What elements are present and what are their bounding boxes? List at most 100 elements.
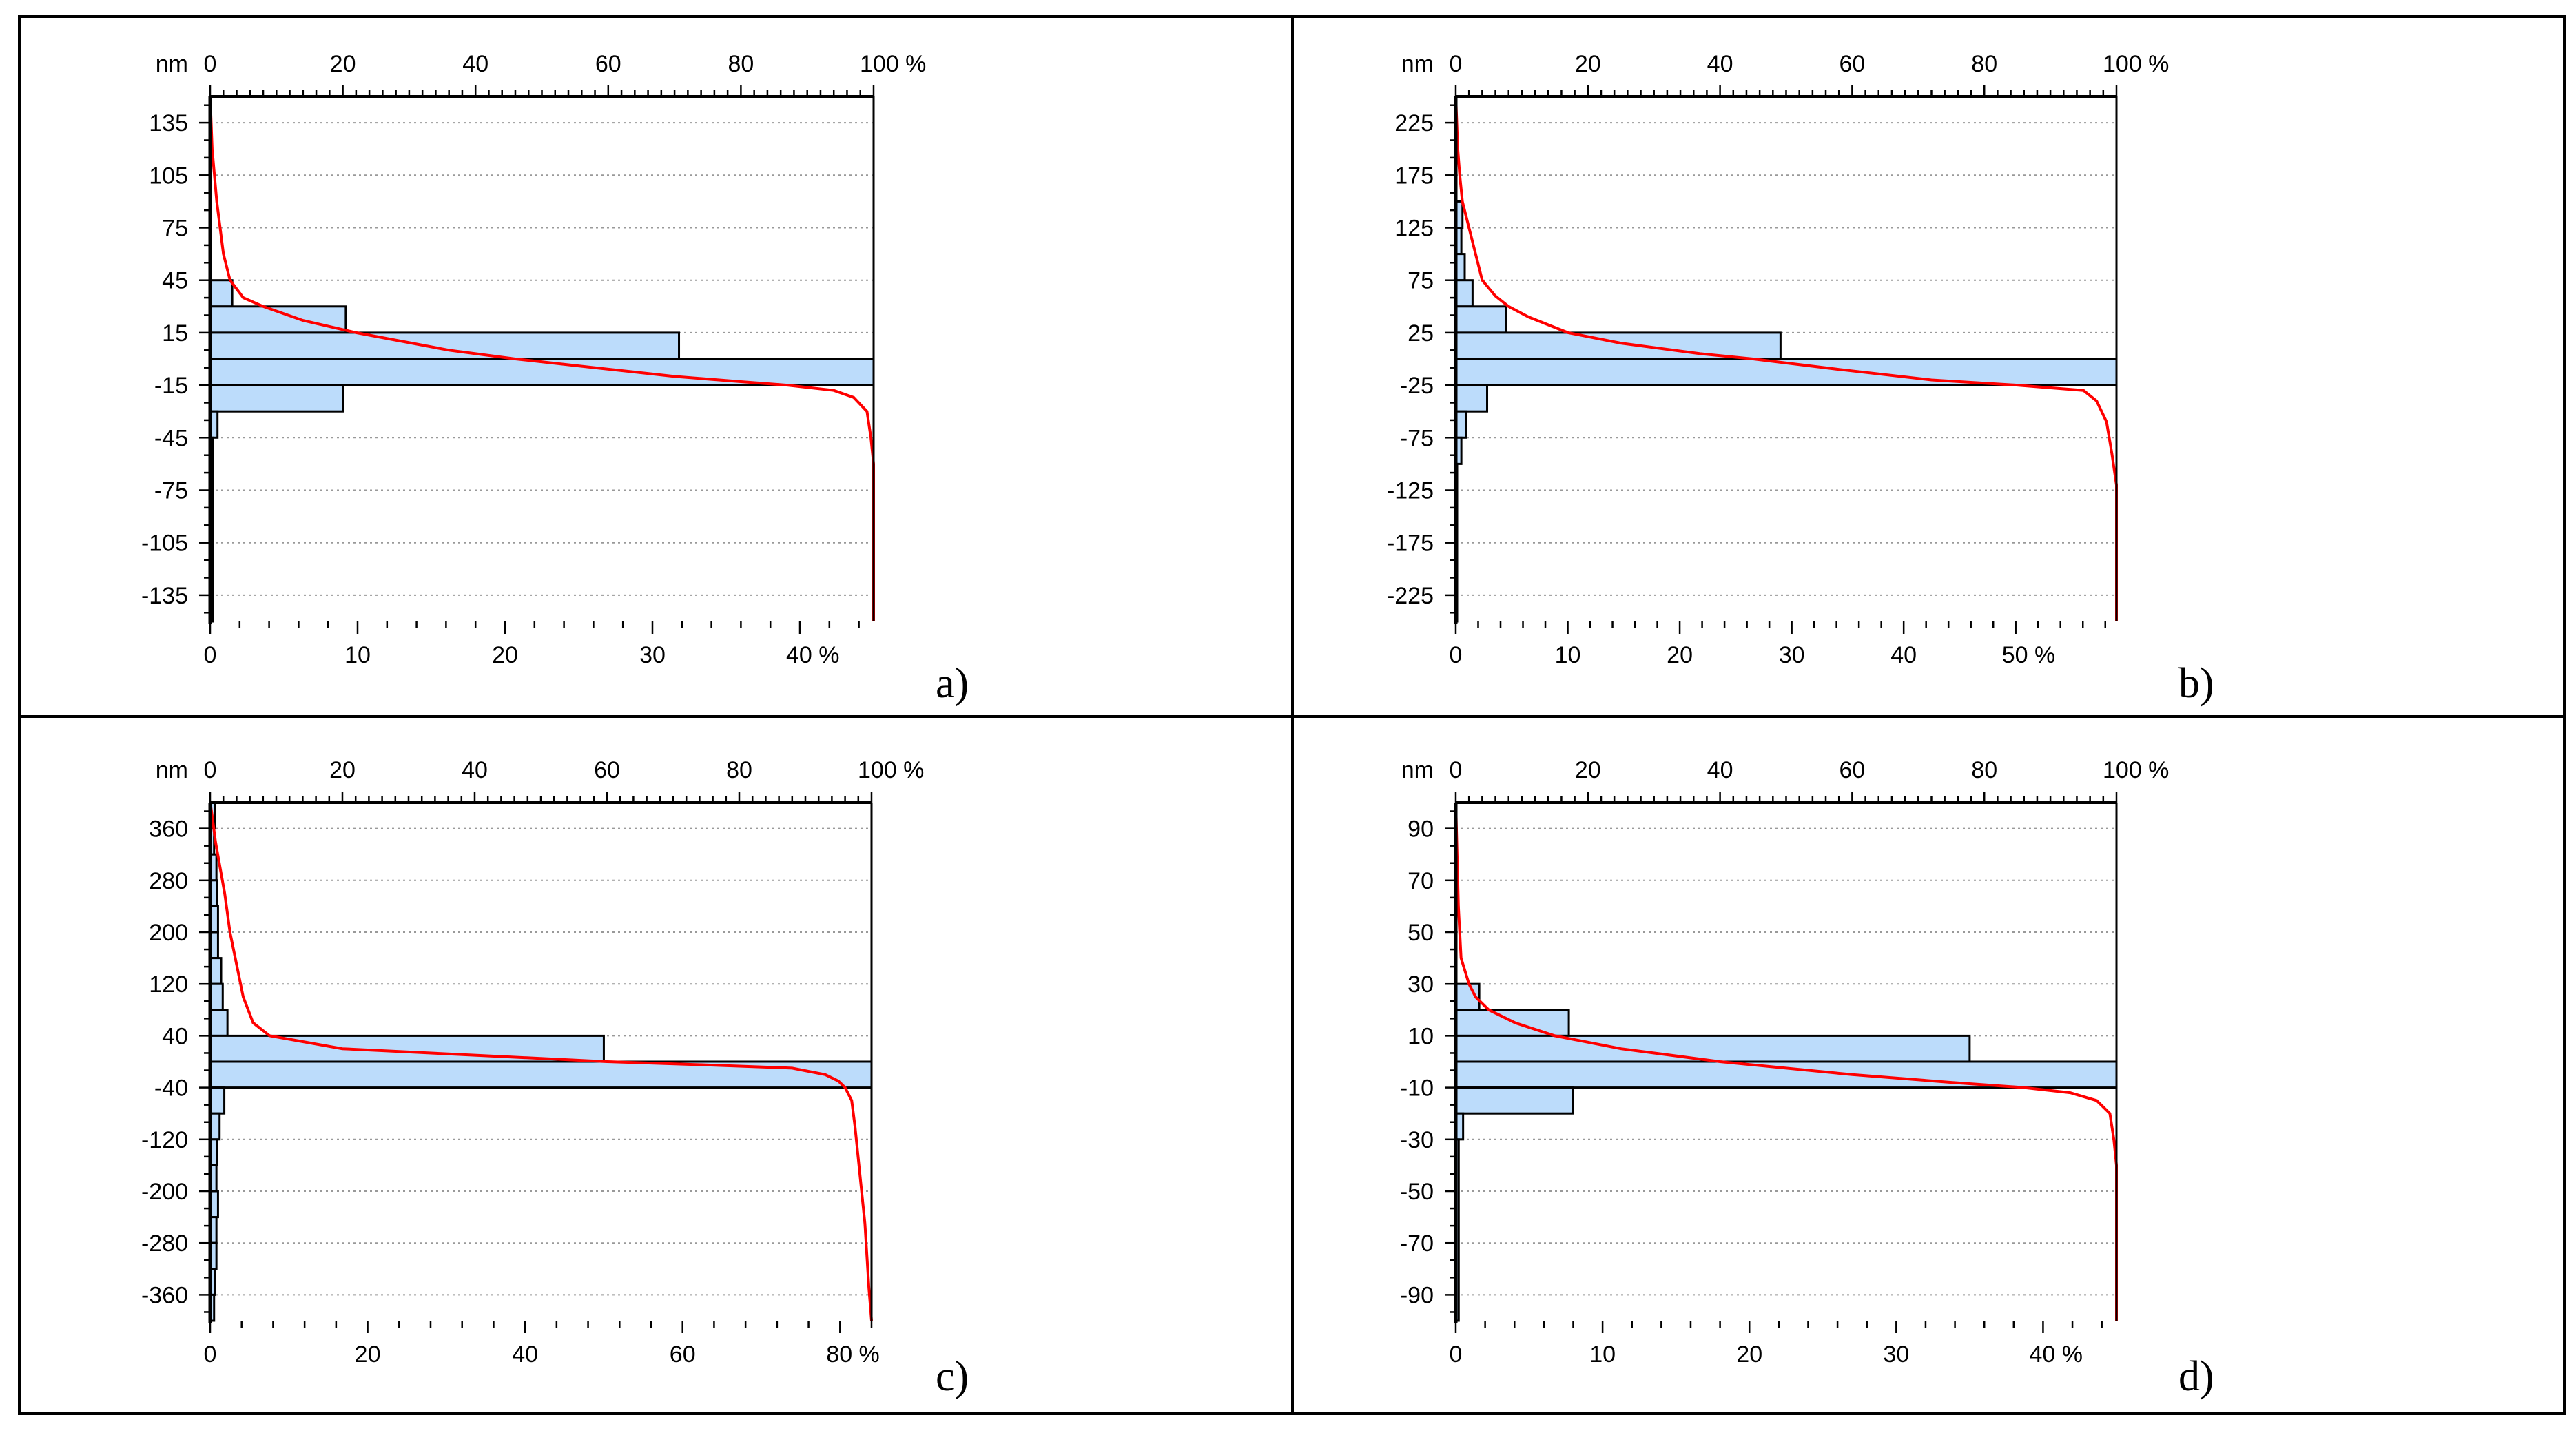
top-axis-tick-label: 20 bbox=[1575, 757, 1601, 783]
bottom-axis-tick-label: 40 % bbox=[2029, 1341, 2083, 1368]
top-axis-tick-label: 80 bbox=[728, 51, 754, 77]
top-axis-tick-label: 80 bbox=[1971, 757, 1997, 783]
histogram-bar bbox=[209, 1086, 226, 1115]
top-axis-tick-label: 80 bbox=[1971, 51, 1997, 77]
y-axis-tick-label: -40 bbox=[154, 1075, 188, 1102]
histogram-bar bbox=[209, 358, 875, 386]
top-axis-tick-label: 100 % bbox=[860, 51, 926, 77]
y-axis-tick-label: -10 bbox=[1400, 1075, 1434, 1102]
top-axis-tick-label: 0 bbox=[204, 757, 217, 783]
top-axis-tick-label: 0 bbox=[204, 51, 217, 77]
y-axis-tick-label: -120 bbox=[141, 1127, 188, 1153]
y-axis-tick-label: -50 bbox=[1400, 1179, 1434, 1205]
cumulative-curve bbox=[209, 96, 875, 621]
top-axis-tick-label: 20 bbox=[329, 757, 356, 783]
top-axis-tick-label: 0 bbox=[1450, 757, 1463, 783]
histogram-bar bbox=[1454, 305, 1507, 334]
panel-d: 0 20 40 60 80 100 % 0 10 20 30 40 % 90 70 50 30 10 -10 -3… bbox=[1400, 757, 2214, 1400]
histogram-bar bbox=[1454, 1034, 1971, 1063]
top-axis-tick-label: 60 bbox=[595, 51, 621, 77]
y-axis-tick-label: -125 bbox=[1387, 478, 1434, 504]
top-axis-tick-label: 20 bbox=[330, 51, 356, 77]
bottom-axis-tick-label: 0 bbox=[1450, 642, 1463, 668]
y-axis-tick-label: 30 bbox=[1408, 971, 1434, 998]
top-axis-tick-label: 100 % bbox=[2103, 51, 2169, 77]
top-axis-tick-label: 60 bbox=[1839, 757, 1865, 783]
y-axis-tick-label: 45 bbox=[162, 268, 188, 294]
panel-label: d) bbox=[2178, 1353, 2214, 1400]
y-axis-tick-label: 75 bbox=[162, 216, 188, 242]
top-axis-tick-label: 0 bbox=[1450, 51, 1463, 77]
y-axis-tick-label: 90 bbox=[1408, 816, 1434, 843]
top-axis-tick-label: 60 bbox=[1839, 51, 1865, 77]
y-axis-unit-label: nm bbox=[156, 757, 188, 783]
panel-b: 0 20 40 60 80 100 % 0 10 20 30 40 50 % 225 175 125 75 25… bbox=[1387, 51, 2214, 707]
top-axis-tick-label: 40 bbox=[462, 757, 488, 783]
top-axis-tick-label: 40 bbox=[1707, 51, 1733, 77]
bottom-axis-tick-label: 60 bbox=[670, 1341, 696, 1368]
top-axis-tick-label: 40 bbox=[1707, 757, 1733, 783]
histogram-bar bbox=[209, 982, 224, 1011]
histogram-bar bbox=[209, 1009, 229, 1037]
histogram-bar bbox=[209, 331, 681, 360]
y-axis-tick-label: 50 bbox=[1408, 920, 1434, 946]
y-axis-tick-label: -15 bbox=[154, 373, 188, 399]
histogram-bar bbox=[1454, 384, 1489, 413]
top-axis-tick-label: 100 % bbox=[2103, 757, 2169, 783]
cumulative-curve bbox=[1454, 802, 2118, 1321]
top-axis-tick-label: 60 bbox=[594, 757, 620, 783]
y-axis-tick-label: -70 bbox=[1400, 1230, 1434, 1257]
figure-frame bbox=[18, 15, 2566, 1415]
y-axis-tick-label: -75 bbox=[154, 478, 188, 504]
bottom-axis-tick-label: 20 bbox=[1736, 1341, 1762, 1368]
panel-label: b) bbox=[2178, 660, 2214, 707]
y-axis-tick-label: -280 bbox=[141, 1230, 188, 1257]
panel-label: c) bbox=[936, 1353, 969, 1400]
y-axis-tick-label: 120 bbox=[149, 971, 188, 998]
histogram-bar bbox=[1454, 279, 1474, 308]
top-axis-tick-label: 100 % bbox=[858, 757, 924, 783]
bottom-axis-tick-label: 40 bbox=[512, 1341, 538, 1368]
bottom-axis-tick-label: 10 bbox=[1589, 1341, 1616, 1368]
y-axis-tick-label: 200 bbox=[149, 920, 188, 946]
y-axis-tick-label: 225 bbox=[1394, 110, 1434, 136]
y-axis-tick-label: -200 bbox=[141, 1179, 188, 1205]
y-axis-tick-label: -75 bbox=[1400, 425, 1434, 451]
y-axis-tick-label: 135 bbox=[149, 110, 188, 136]
top-axis-tick-label: 40 bbox=[462, 51, 488, 77]
top-axis-tick-label: 20 bbox=[1575, 51, 1601, 77]
top-axis-tick-label: 80 bbox=[726, 757, 752, 783]
y-axis-tick-label: 175 bbox=[1394, 163, 1434, 189]
y-axis-tick-label: -360 bbox=[141, 1282, 188, 1308]
bottom-axis-tick-label: 40 bbox=[1890, 642, 1917, 668]
bottom-axis-tick-label: 40 % bbox=[786, 642, 840, 668]
panel-label: a) bbox=[936, 660, 969, 707]
bottom-axis-tick-label: 0 bbox=[1450, 1341, 1463, 1368]
y-axis-unit-label: nm bbox=[1401, 51, 1434, 77]
y-axis-tick-label: -175 bbox=[1387, 530, 1434, 557]
bottom-axis-tick-label: 30 bbox=[639, 642, 666, 668]
bottom-axis-tick-label: 80 % bbox=[826, 1341, 880, 1368]
histogram-bar bbox=[209, 1060, 873, 1089]
y-axis-tick-label: 25 bbox=[1408, 320, 1434, 347]
bottom-axis-tick-label: 10 bbox=[1555, 642, 1581, 668]
bottom-axis-tick-label: 10 bbox=[344, 642, 371, 668]
y-axis-tick-label: -225 bbox=[1387, 583, 1434, 609]
y-axis-unit-label: nm bbox=[1401, 757, 1434, 783]
histogram-bar bbox=[1454, 331, 1782, 360]
y-axis-tick-label: 75 bbox=[1408, 268, 1434, 294]
y-axis-tick-label: 70 bbox=[1408, 868, 1434, 894]
y-axis-tick-label: 360 bbox=[149, 816, 188, 843]
y-axis-tick-label: -135 bbox=[141, 583, 188, 609]
bottom-axis-tick-label: 20 bbox=[492, 642, 518, 668]
bottom-axis-tick-label: 50 % bbox=[2002, 642, 2056, 668]
bottom-axis-tick-label: 20 bbox=[355, 1341, 381, 1368]
bottom-axis-tick-label: 0 bbox=[204, 1341, 217, 1368]
bottom-axis-tick-label: 20 bbox=[1667, 642, 1693, 668]
y-axis-tick-label: 105 bbox=[149, 163, 188, 189]
y-axis-tick-label: 15 bbox=[162, 320, 188, 347]
y-axis-tick-label: -25 bbox=[1400, 373, 1434, 399]
y-axis-tick-label: -30 bbox=[1400, 1127, 1434, 1153]
y-axis-tick-label: -45 bbox=[154, 425, 188, 451]
